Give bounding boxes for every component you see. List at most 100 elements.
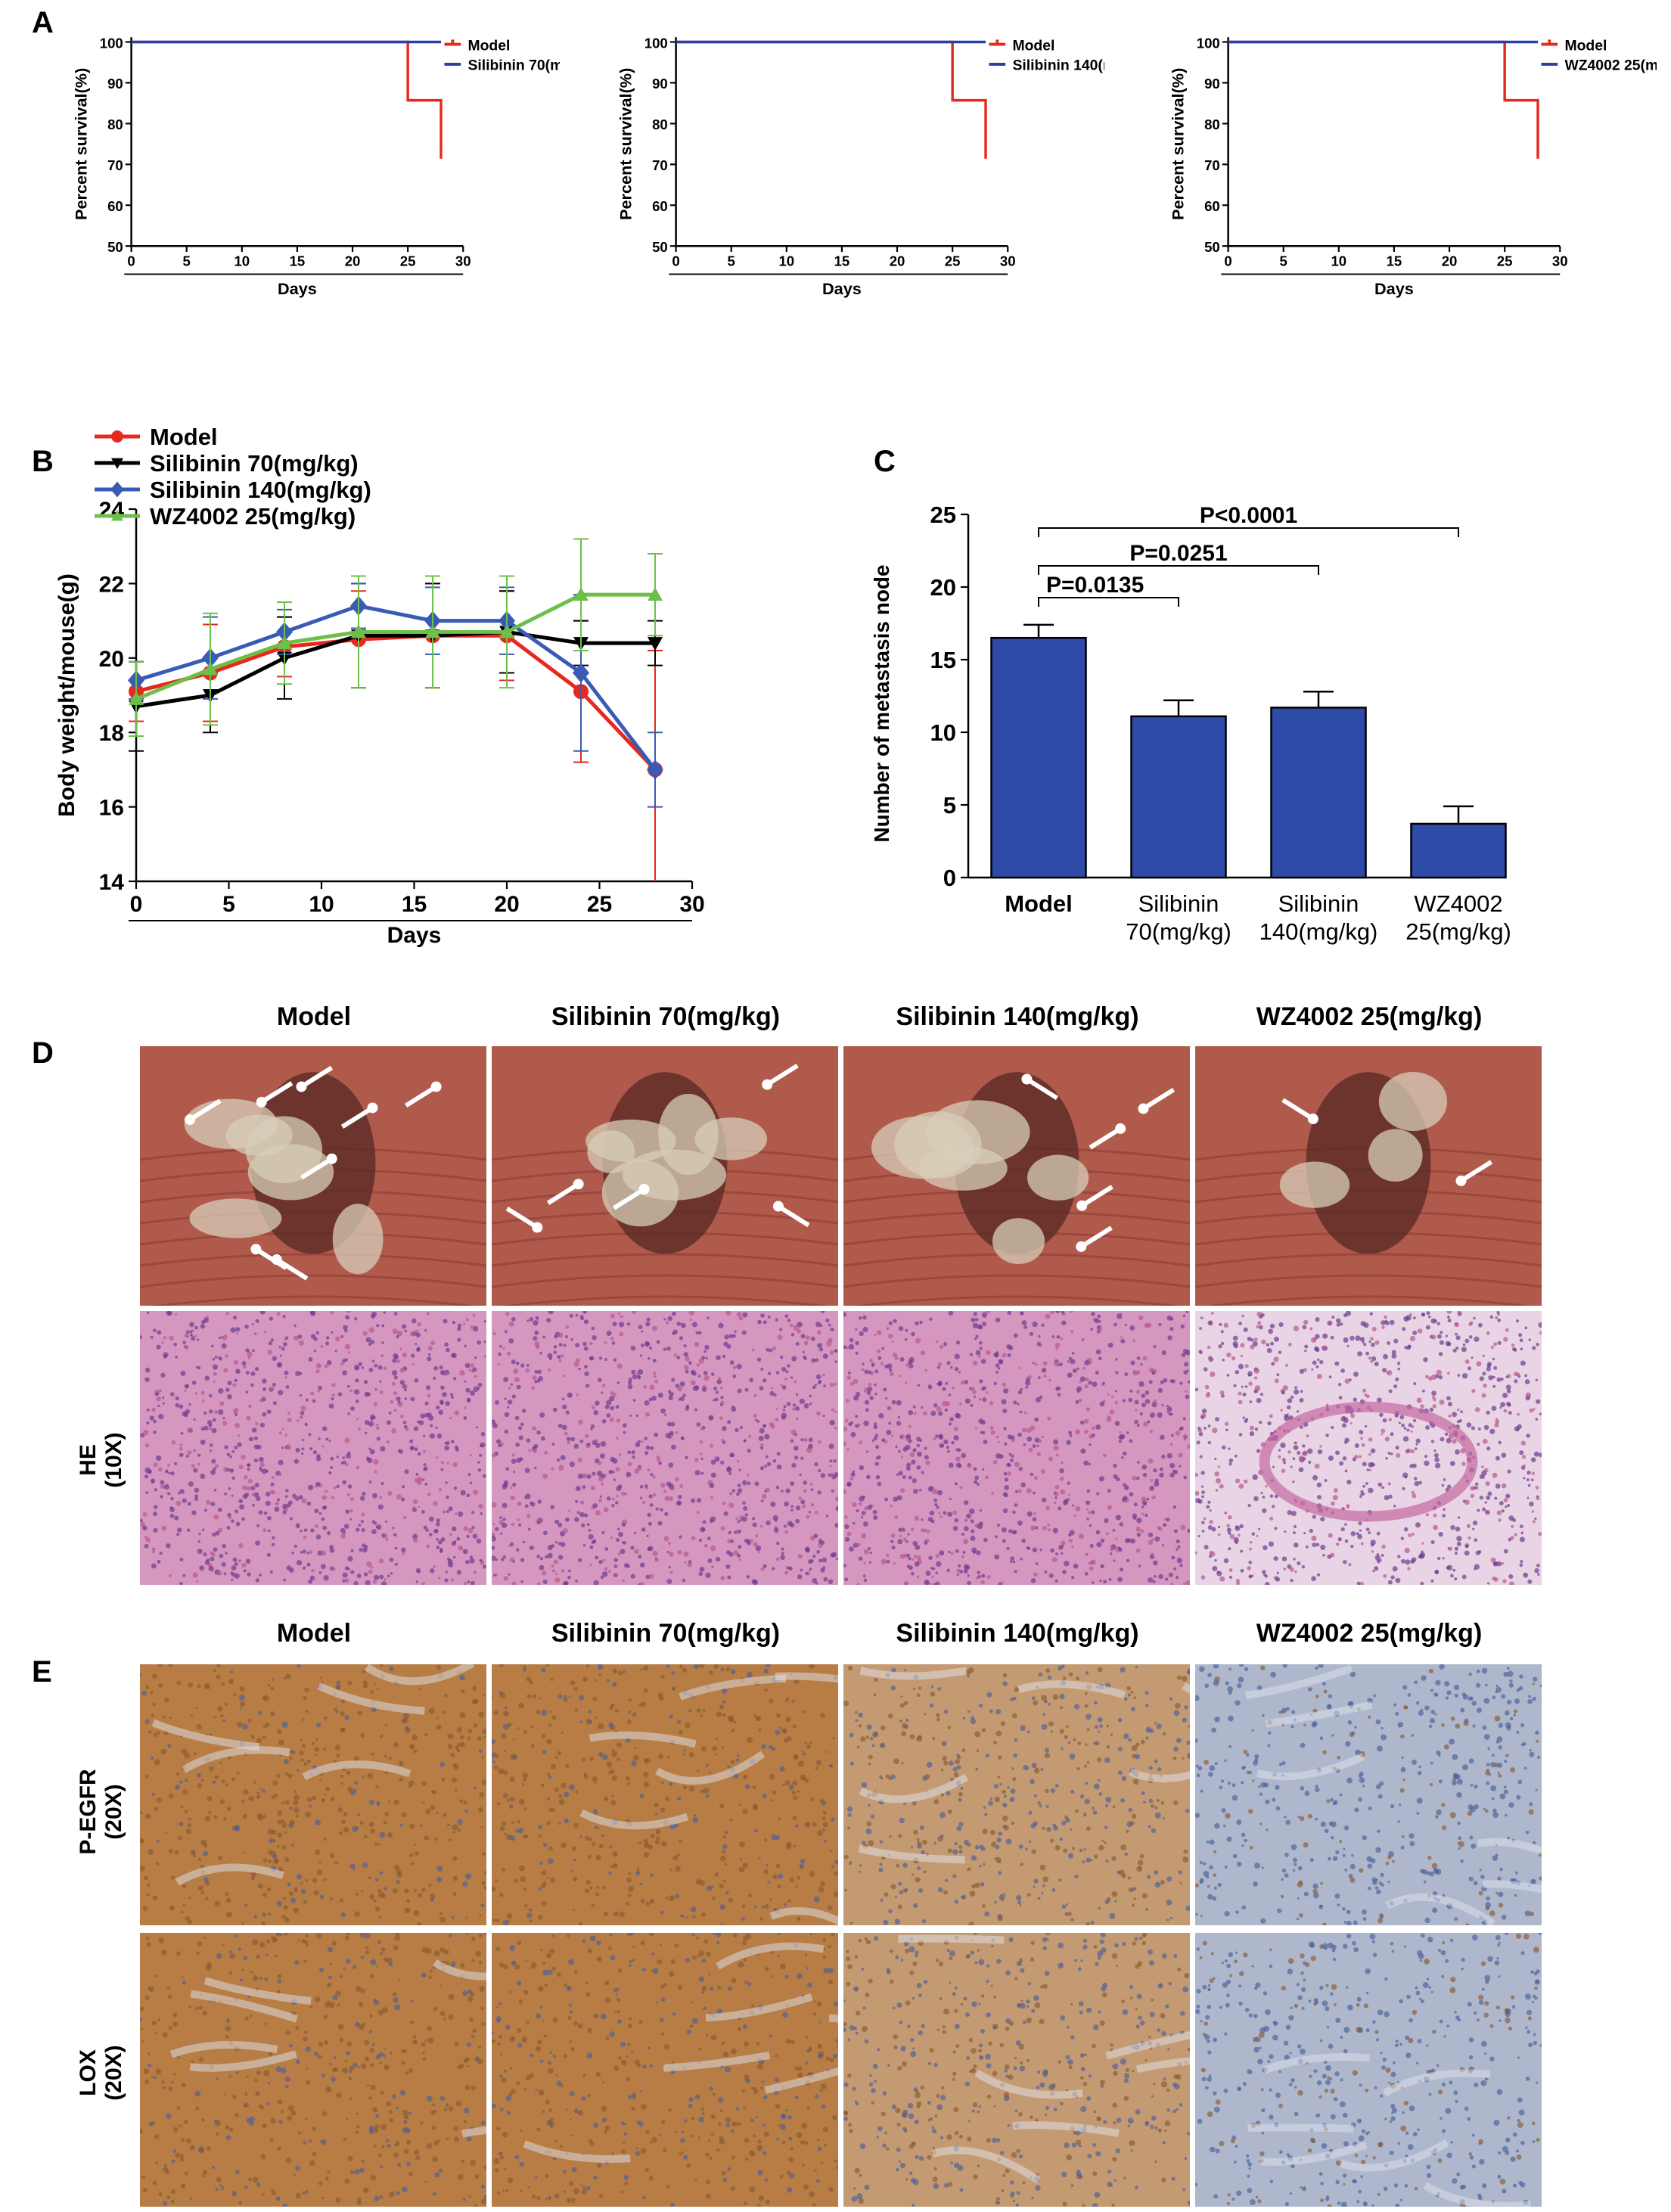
stained-cell (480, 1825, 483, 1829)
nucleus (349, 1497, 354, 1502)
nucleus (635, 1442, 641, 1448)
nucleus (1177, 1545, 1181, 1549)
stained-cell (546, 1797, 551, 1801)
nucleus (469, 1481, 473, 1485)
stained-cell (640, 1883, 643, 1886)
nucleus (905, 1540, 908, 1543)
nucleus (526, 1363, 530, 1367)
nucleus (858, 1502, 862, 1506)
stained-cell (297, 1769, 300, 1772)
stained-cell (492, 1760, 495, 1763)
nucleus (1311, 1576, 1316, 1582)
nucleus (444, 1578, 449, 1583)
nucleus (386, 1440, 390, 1444)
nucleus (372, 1493, 377, 1499)
x-tick-label: 15 (290, 253, 306, 269)
nucleus (828, 1337, 833, 1344)
stained-cell (481, 1852, 486, 1856)
nucleus (829, 1350, 834, 1355)
stained-cell (270, 1686, 275, 1691)
stained-cell (296, 1874, 303, 1880)
nucleus (1525, 1395, 1530, 1401)
nucleus (1035, 1526, 1039, 1530)
nucleus (658, 1461, 663, 1465)
nucleus (644, 1450, 649, 1456)
arrow-head-icon (256, 1096, 267, 1108)
nucleus (1075, 1429, 1081, 1435)
nucleus (1310, 1337, 1317, 1343)
nucleus (1437, 1556, 1441, 1561)
stained-cell (242, 1723, 248, 1730)
stained-cell (595, 1854, 601, 1860)
nucleus (1413, 1316, 1416, 1319)
stained-cell (482, 1729, 486, 1735)
nucleus (775, 1417, 779, 1421)
nucleus (1075, 1505, 1081, 1512)
stained-cell (168, 1848, 174, 1854)
nucleus (1339, 1322, 1343, 1326)
nucleus (246, 1486, 251, 1491)
stroma-streak (365, 1664, 475, 1685)
nucleus (1340, 1527, 1345, 1532)
nucleus (1350, 1413, 1356, 1418)
nucleus (445, 1570, 448, 1574)
stained-cell (459, 1675, 465, 1681)
nucleus (632, 1455, 635, 1459)
nucleus (452, 1377, 457, 1381)
nucleus (234, 1412, 238, 1417)
stained-cell (742, 1862, 748, 1869)
stained-cell (384, 1887, 387, 1890)
nucleus (305, 1398, 309, 1402)
nucleus (650, 1473, 654, 1477)
nucleus (1417, 1328, 1423, 1334)
nucleus (361, 1366, 364, 1369)
stained-cell (708, 1670, 713, 1676)
nucleus (725, 1564, 731, 1570)
nucleus (1320, 1544, 1326, 1550)
nucleus (877, 1455, 881, 1460)
nucleus (547, 1552, 553, 1559)
nucleus (507, 1400, 513, 1405)
nucleus (377, 1365, 383, 1370)
nucleus (673, 1353, 677, 1357)
metastasis-node (247, 1144, 334, 1201)
nucleus (298, 1495, 303, 1499)
stained-cell (262, 1892, 267, 1897)
stained-cell (184, 1752, 191, 1759)
stained-cell (643, 1772, 649, 1778)
stained-cell (219, 1761, 222, 1764)
nucleus (728, 1530, 731, 1535)
nucleus (669, 1570, 673, 1574)
nucleus (1038, 1334, 1041, 1338)
nucleus (946, 1361, 951, 1365)
nucleus (421, 1509, 425, 1514)
nucleus (852, 1470, 855, 1473)
nucleus (682, 1393, 686, 1397)
nucleus (1274, 1527, 1278, 1530)
stained-cell (557, 1751, 562, 1756)
nucleus (618, 1484, 623, 1489)
nucleus (1398, 1421, 1401, 1424)
nucleus (980, 1359, 986, 1364)
nucleus (916, 1451, 922, 1457)
nucleus (617, 1531, 623, 1537)
nucleus (285, 1385, 290, 1389)
stained-cell (522, 1772, 529, 1779)
nucleus (564, 1517, 570, 1522)
nucleus (649, 1503, 654, 1507)
nucleus (219, 1554, 224, 1558)
nucleus (1114, 1421, 1120, 1426)
nucleus (589, 1357, 593, 1361)
stained-cell (614, 1708, 619, 1713)
nucleus (231, 1519, 234, 1524)
nucleus (331, 1383, 336, 1387)
nucleus (602, 1558, 606, 1562)
nucleus (765, 1487, 770, 1493)
nucleus (1404, 1475, 1408, 1479)
nucleus (1169, 1462, 1176, 1468)
nucleus (1017, 1403, 1020, 1406)
nucleus (797, 1554, 803, 1559)
stained-cell (242, 1851, 245, 1854)
marker-triangle-up (425, 624, 440, 638)
gross-photo-0-graphic (140, 1046, 486, 1306)
